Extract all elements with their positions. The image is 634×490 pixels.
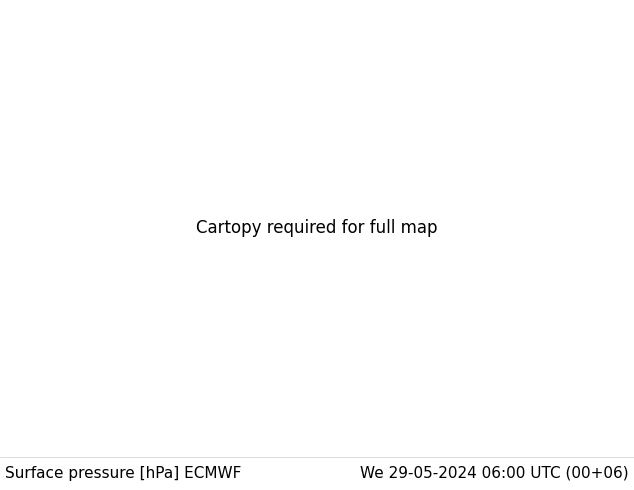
Text: We 29-05-2024 06:00 UTC (00+06): We 29-05-2024 06:00 UTC (00+06) (360, 466, 629, 481)
Text: Surface pressure [hPa] ECMWF: Surface pressure [hPa] ECMWF (5, 466, 242, 481)
Text: Cartopy required for full map: Cartopy required for full map (197, 219, 437, 237)
